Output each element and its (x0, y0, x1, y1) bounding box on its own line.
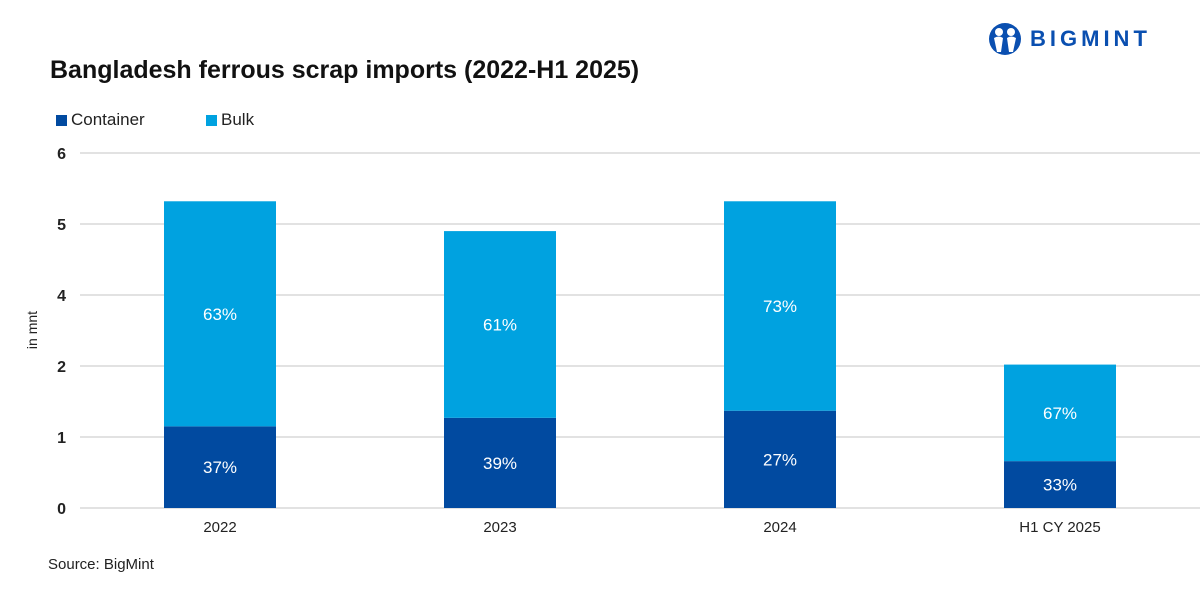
legend-label-container: Container (71, 110, 145, 129)
logo-text: BIGMINT (1030, 26, 1151, 51)
logo-people-icon (989, 23, 1021, 55)
bar-container (164, 426, 276, 508)
data-label: 63% (203, 305, 237, 324)
x-tick-label: H1 CY 2025 (1019, 519, 1100, 536)
y-tick-label: 4 (57, 288, 66, 305)
legend-label-bulk: Bulk (221, 110, 255, 129)
y-tick-label: 1 (57, 430, 66, 447)
bar-bulk (164, 201, 276, 427)
x-tick-label: 2024 (763, 519, 796, 536)
data-label: 37% (203, 458, 237, 477)
data-label: 39% (483, 454, 517, 473)
bar-container (444, 417, 556, 508)
legend-item-container: Container (56, 110, 145, 130)
x-tick-label: 2023 (483, 519, 516, 536)
bar-bulk (724, 201, 836, 411)
bar-bulk (444, 231, 556, 418)
legend-swatch-bulk (206, 114, 217, 126)
y-axis-label: in mnt (24, 311, 40, 349)
chart-title: Bangladesh ferrous scrap imports (2022-H… (50, 56, 640, 84)
y-tick-label: 5 (57, 217, 66, 234)
data-label: 33% (1043, 476, 1077, 495)
source-note: Source: BigMint (48, 556, 154, 573)
bar-container (724, 410, 836, 508)
y-tick-label: 2 (57, 359, 66, 376)
data-label: 73% (763, 297, 797, 316)
legend-item-bulk: Bulk (206, 110, 254, 130)
bar-container (1004, 461, 1116, 508)
legend-swatch-container (56, 114, 67, 126)
x-tick-label: 2022 (203, 519, 236, 536)
data-label: 61% (483, 315, 517, 334)
bar-bulk (1004, 364, 1116, 462)
y-tick-label: 6 (57, 146, 66, 163)
bigmint-logo: BIGMINT (988, 22, 1151, 56)
data-label: 27% (763, 450, 797, 469)
data-label: 67% (1043, 404, 1077, 423)
y-tick-label: 0 (57, 501, 66, 518)
